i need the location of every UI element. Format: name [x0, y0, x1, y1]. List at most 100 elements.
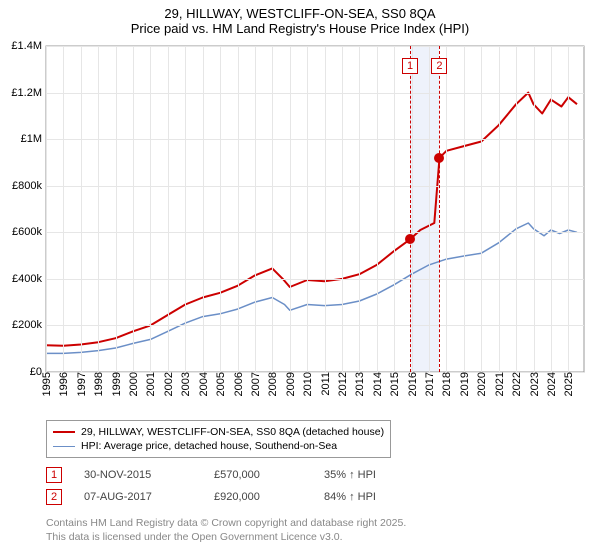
sale-point: [405, 234, 415, 244]
x-tick-label: 2011: [318, 372, 332, 396]
x-tick-label: 2021: [492, 372, 506, 396]
gridline-v: [325, 46, 326, 372]
x-tick-label: 2004: [196, 372, 210, 396]
gridline-v: [81, 46, 82, 372]
sales-row: 1 30-NOV-2015 £570,000 35% ↑ HPI: [46, 464, 444, 486]
gridline-v: [342, 46, 343, 372]
sale-point: [434, 153, 444, 163]
gridline-v: [238, 46, 239, 372]
chart-container: 29, HILLWAY, WESTCLIFF-ON-SEA, SS0 8QA P…: [0, 0, 600, 560]
legend-label: HPI: Average price, detached house, Sout…: [81, 439, 337, 453]
legend-swatch: [53, 431, 75, 433]
gridline-v: [150, 46, 151, 372]
x-tick-label: 2000: [126, 372, 140, 396]
x-tick-label: 1997: [74, 372, 88, 396]
gridline-h: [46, 279, 584, 280]
gridline-v: [307, 46, 308, 372]
title-line1: 29, HILLWAY, WESTCLIFF-ON-SEA, SS0 8QA: [0, 6, 600, 21]
gridline-v: [203, 46, 204, 372]
x-tick-label: 2007: [248, 372, 262, 396]
marker-box: 2: [431, 58, 447, 74]
sales-table: 1 30-NOV-2015 £570,000 35% ↑ HPI 2 07-AU…: [46, 464, 444, 508]
sales-row: 2 07-AUG-2017 £920,000 84% ↑ HPI: [46, 486, 444, 508]
x-tick-label: 1999: [109, 372, 123, 396]
y-tick-label: £600k: [12, 226, 46, 238]
x-tick-label: 2024: [544, 372, 558, 396]
gridline-v: [63, 46, 64, 372]
y-tick-label: £800k: [12, 180, 46, 192]
x-tick-label: 2023: [527, 372, 541, 396]
x-tick-label: 2018: [439, 372, 453, 396]
x-tick-label: 2012: [335, 372, 349, 396]
gridline-v: [255, 46, 256, 372]
gridline-v: [516, 46, 517, 372]
attribution-line2: This data is licensed under the Open Gov…: [46, 530, 406, 544]
x-tick-label: 2014: [370, 372, 384, 396]
legend: 29, HILLWAY, WESTCLIFF-ON-SEA, SS0 8QA (…: [46, 420, 391, 458]
y-tick-label: £1.2M: [11, 87, 46, 99]
marker-box: 1: [402, 58, 418, 74]
attribution: Contains HM Land Registry data © Crown c…: [46, 516, 406, 544]
gridline-v: [377, 46, 378, 372]
gridline-v: [534, 46, 535, 372]
x-tick-label: 2001: [143, 372, 157, 396]
gridline-h: [46, 46, 584, 47]
gridline-v: [272, 46, 273, 372]
gridline-v: [98, 46, 99, 372]
title-block: 29, HILLWAY, WESTCLIFF-ON-SEA, SS0 8QA P…: [0, 0, 600, 36]
legend-label: 29, HILLWAY, WESTCLIFF-ON-SEA, SS0 8QA (…: [81, 425, 384, 439]
x-tick-label: 2017: [422, 372, 436, 396]
title-line2: Price paid vs. HM Land Registry's House …: [0, 21, 600, 36]
sale-price: £570,000: [214, 469, 324, 481]
sale-delta: 84% ↑ HPI: [324, 491, 444, 503]
x-tick-label: 1995: [39, 372, 53, 396]
y-tick-label: £1M: [21, 133, 46, 145]
gridline-v: [116, 46, 117, 372]
sale-price: £920,000: [214, 491, 324, 503]
gridline-h: [46, 93, 584, 94]
x-tick-label: 1998: [91, 372, 105, 396]
gridline-v: [412, 46, 413, 372]
gridline-h: [46, 186, 584, 187]
sale-date: 30-NOV-2015: [84, 469, 214, 481]
gridline-v: [464, 46, 465, 372]
gridline-v: [394, 46, 395, 372]
gridline-v: [220, 46, 221, 372]
x-tick-label: 2002: [161, 372, 175, 396]
marker-dash: [410, 46, 411, 372]
marker-dash: [439, 46, 440, 372]
gridline-v: [481, 46, 482, 372]
gridline-v: [46, 46, 47, 372]
gridline-v: [185, 46, 186, 372]
x-tick-label: 2005: [213, 372, 227, 396]
x-tick-label: 2016: [405, 372, 419, 396]
x-tick-label: 2010: [300, 372, 314, 396]
sale-marker-box: 1: [46, 467, 62, 483]
gridline-h: [46, 139, 584, 140]
sale-delta: 35% ↑ HPI: [324, 469, 444, 481]
y-tick-label: £400k: [12, 273, 46, 285]
gridline-v: [499, 46, 500, 372]
x-tick-label: 2022: [509, 372, 523, 396]
x-tick-label: 2025: [561, 372, 575, 396]
x-tick-label: 2008: [265, 372, 279, 396]
x-tick-label: 2020: [474, 372, 488, 396]
attribution-line1: Contains HM Land Registry data © Crown c…: [46, 516, 406, 530]
sale-date: 07-AUG-2017: [84, 491, 214, 503]
y-tick-label: £200k: [12, 319, 46, 331]
gridline-v: [133, 46, 134, 372]
gridline-v: [429, 46, 430, 372]
gridline-v: [359, 46, 360, 372]
gridline-v: [551, 46, 552, 372]
gridline-h: [46, 232, 584, 233]
x-tick-label: 2013: [352, 372, 366, 396]
legend-item: 29, HILLWAY, WESTCLIFF-ON-SEA, SS0 8QA (…: [53, 425, 384, 439]
x-tick-label: 2003: [178, 372, 192, 396]
gridline-v: [568, 46, 569, 372]
legend-item: HPI: Average price, detached house, Sout…: [53, 439, 384, 453]
y-tick-label: £1.4M: [11, 40, 46, 52]
chart-svg: [46, 46, 584, 372]
x-tick-label: 2019: [457, 372, 471, 396]
x-tick-label: 1996: [56, 372, 70, 396]
x-tick-label: 2015: [387, 372, 401, 396]
